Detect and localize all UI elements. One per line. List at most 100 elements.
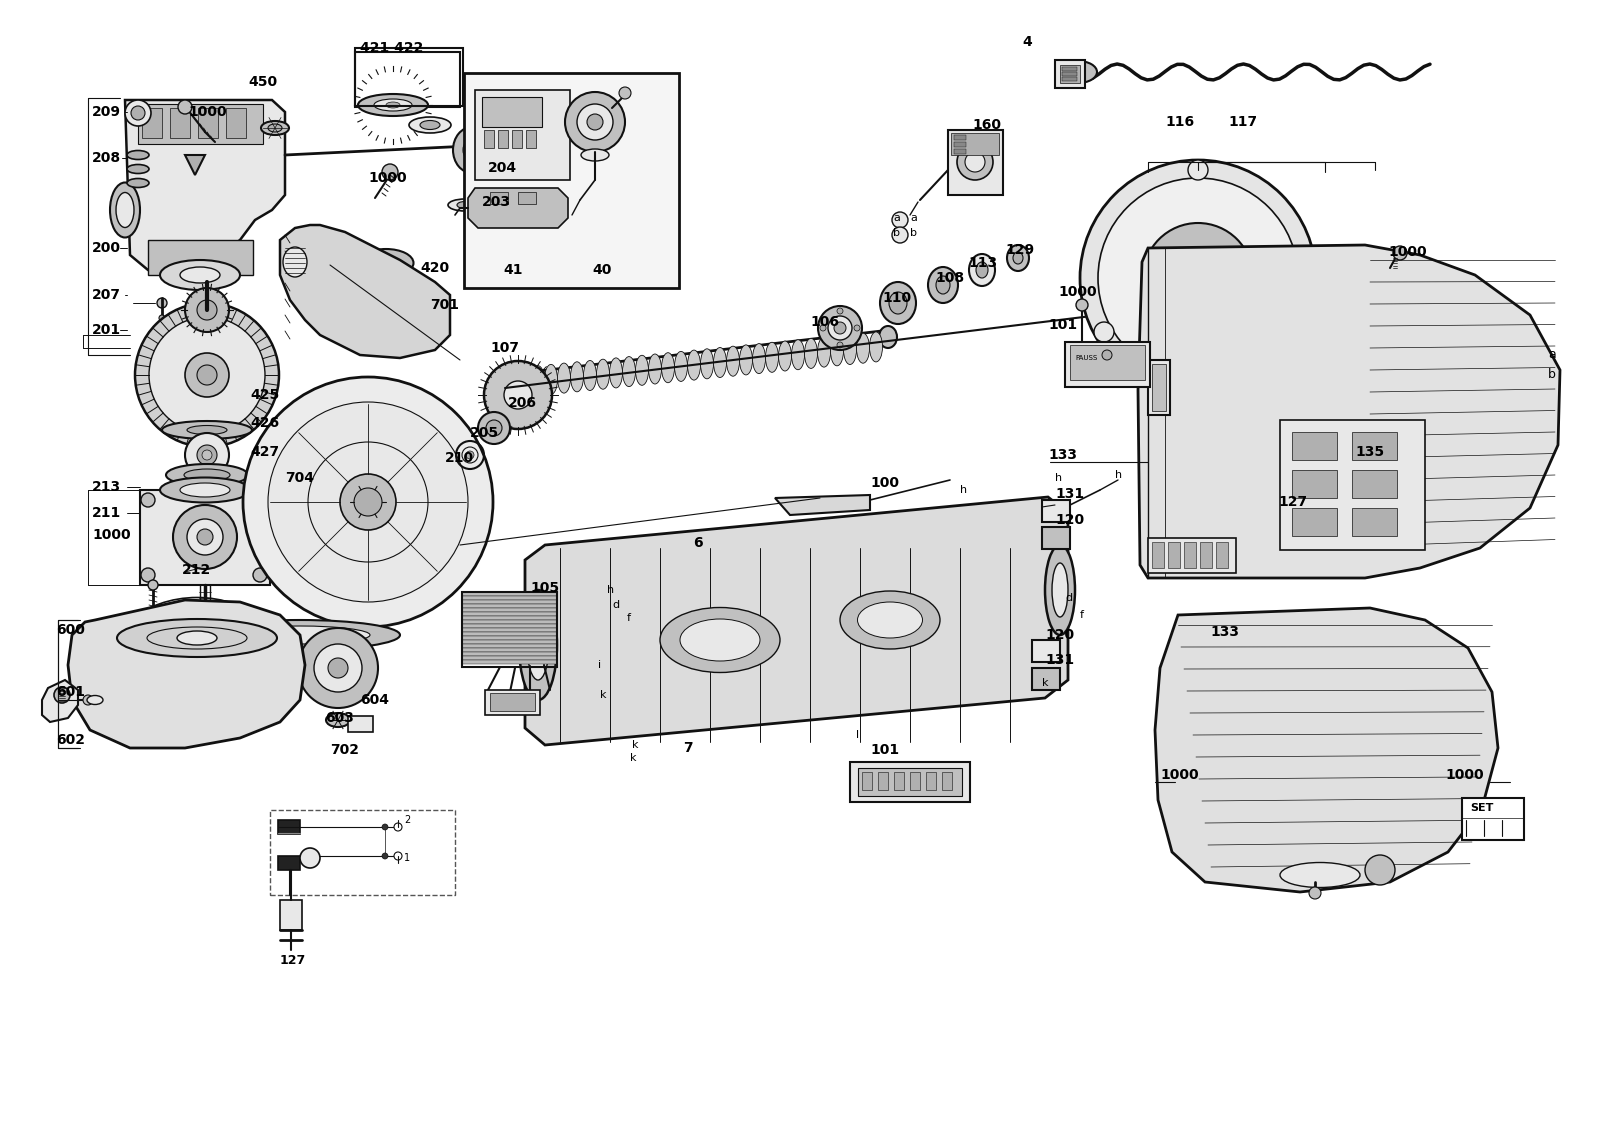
Bar xyxy=(526,130,536,148)
Text: d: d xyxy=(1066,593,1072,603)
Ellipse shape xyxy=(419,120,440,129)
Polygon shape xyxy=(1138,245,1560,578)
Text: i: i xyxy=(598,660,602,670)
Circle shape xyxy=(382,853,387,859)
Bar xyxy=(490,693,534,712)
Ellipse shape xyxy=(410,117,451,133)
Circle shape xyxy=(1142,223,1253,333)
Circle shape xyxy=(83,696,93,705)
Circle shape xyxy=(328,658,349,678)
Ellipse shape xyxy=(230,626,370,644)
Bar xyxy=(1062,67,1077,71)
Ellipse shape xyxy=(675,351,688,381)
Circle shape xyxy=(1080,160,1315,396)
Circle shape xyxy=(1170,251,1226,305)
Text: f: f xyxy=(627,613,630,623)
Text: b: b xyxy=(893,228,899,238)
Circle shape xyxy=(141,569,155,582)
Bar xyxy=(462,591,557,667)
Ellipse shape xyxy=(701,349,714,379)
Text: 6: 6 xyxy=(693,537,702,550)
Text: 120: 120 xyxy=(1054,513,1085,527)
Text: l: l xyxy=(856,730,859,740)
Circle shape xyxy=(1394,246,1406,260)
Ellipse shape xyxy=(179,483,230,496)
Text: 210: 210 xyxy=(445,451,474,464)
Bar xyxy=(1149,538,1235,573)
Ellipse shape xyxy=(571,362,584,391)
Text: 1000: 1000 xyxy=(368,170,406,185)
Text: k: k xyxy=(1042,678,1048,688)
Circle shape xyxy=(1075,299,1088,311)
Ellipse shape xyxy=(518,367,531,397)
Circle shape xyxy=(965,152,986,172)
Circle shape xyxy=(54,688,70,704)
Bar xyxy=(1293,470,1338,498)
Circle shape xyxy=(819,325,826,331)
Polygon shape xyxy=(125,100,285,270)
Text: h: h xyxy=(960,485,966,495)
Text: 205: 205 xyxy=(470,426,499,440)
Ellipse shape xyxy=(358,249,413,277)
Ellipse shape xyxy=(880,283,915,324)
Text: f: f xyxy=(1080,610,1085,620)
Circle shape xyxy=(394,823,402,831)
Ellipse shape xyxy=(818,337,830,367)
Ellipse shape xyxy=(765,342,779,372)
Bar xyxy=(462,636,557,639)
Text: 450: 450 xyxy=(248,76,277,89)
Text: 201: 201 xyxy=(93,323,122,337)
Text: 702: 702 xyxy=(330,742,358,757)
Ellipse shape xyxy=(86,696,102,705)
Ellipse shape xyxy=(374,100,413,111)
Circle shape xyxy=(157,297,166,308)
Circle shape xyxy=(187,519,222,555)
Circle shape xyxy=(382,824,387,831)
Circle shape xyxy=(478,412,510,444)
Circle shape xyxy=(1186,267,1210,289)
Text: 207: 207 xyxy=(93,288,122,302)
Bar xyxy=(462,620,557,623)
Ellipse shape xyxy=(200,620,400,650)
Text: 421 422: 421 422 xyxy=(360,41,424,55)
Polygon shape xyxy=(525,496,1069,745)
Circle shape xyxy=(125,100,150,126)
Text: a: a xyxy=(893,213,899,223)
Circle shape xyxy=(394,852,402,860)
Bar xyxy=(950,133,998,154)
Circle shape xyxy=(1098,178,1298,378)
Bar xyxy=(462,599,557,604)
Ellipse shape xyxy=(531,366,544,396)
Bar xyxy=(462,628,557,631)
Polygon shape xyxy=(280,225,450,358)
Bar xyxy=(462,607,557,612)
Text: 602: 602 xyxy=(56,733,85,747)
Text: 1000: 1000 xyxy=(189,105,227,119)
Bar xyxy=(512,130,522,148)
Circle shape xyxy=(134,303,278,447)
Ellipse shape xyxy=(752,343,765,374)
Bar xyxy=(1042,500,1070,522)
Bar xyxy=(462,604,557,607)
Text: 1000: 1000 xyxy=(1058,285,1096,299)
Ellipse shape xyxy=(261,121,290,135)
Ellipse shape xyxy=(928,267,958,303)
Bar xyxy=(278,820,301,834)
Bar xyxy=(1032,668,1059,690)
Circle shape xyxy=(486,420,502,436)
Bar xyxy=(1216,542,1229,569)
Text: 1000: 1000 xyxy=(1160,768,1198,782)
Circle shape xyxy=(147,580,158,590)
Text: h: h xyxy=(606,585,614,595)
Text: h: h xyxy=(1054,472,1062,483)
Bar xyxy=(1152,364,1166,411)
Circle shape xyxy=(957,144,994,180)
Circle shape xyxy=(243,378,493,627)
Ellipse shape xyxy=(661,352,675,383)
Ellipse shape xyxy=(115,192,134,228)
Circle shape xyxy=(131,106,146,120)
Text: 101: 101 xyxy=(870,742,899,757)
Bar xyxy=(954,135,966,140)
Circle shape xyxy=(854,325,861,331)
Ellipse shape xyxy=(779,341,792,371)
